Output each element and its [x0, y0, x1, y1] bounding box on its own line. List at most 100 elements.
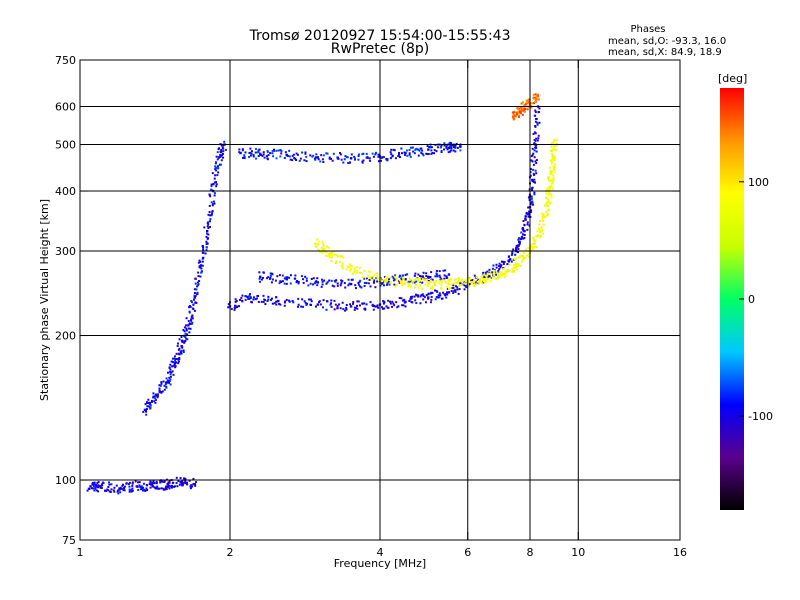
data-point	[377, 306, 380, 309]
data-point	[219, 154, 222, 157]
data-point	[456, 286, 459, 289]
data-point	[168, 366, 171, 369]
data-point	[216, 165, 219, 168]
data-point	[349, 303, 352, 306]
data-point	[461, 278, 464, 281]
data-point	[305, 302, 308, 305]
data-point	[128, 481, 131, 484]
data-point	[536, 121, 539, 124]
data-point	[292, 153, 295, 156]
data-point	[259, 275, 262, 279]
data-point	[551, 182, 554, 185]
data-point	[328, 156, 331, 159]
data-point	[202, 251, 205, 254]
data-point	[178, 338, 181, 341]
data-point	[100, 483, 103, 486]
data-point	[555, 149, 558, 152]
data-point	[326, 152, 329, 155]
data-point	[516, 251, 519, 254]
data-point	[371, 277, 374, 280]
data-point	[349, 263, 352, 266]
data-point	[294, 274, 297, 277]
data-point	[123, 485, 126, 488]
data-point	[435, 269, 438, 272]
data-point	[520, 108, 523, 112]
data-point	[209, 218, 212, 221]
data-point	[201, 257, 204, 260]
data-point	[339, 284, 342, 287]
data-point	[142, 482, 145, 485]
data-point	[173, 359, 176, 362]
data-point	[297, 297, 300, 300]
data-point	[216, 151, 219, 154]
data-point	[398, 279, 401, 282]
data-point	[130, 488, 133, 491]
data-point	[213, 194, 216, 197]
data-point	[336, 282, 339, 285]
data-point	[193, 292, 196, 295]
data-point	[526, 101, 529, 104]
data-point	[433, 282, 436, 285]
data-point	[401, 152, 404, 155]
data-point	[546, 213, 549, 216]
data-point	[507, 259, 510, 262]
data-point	[430, 280, 433, 283]
data-point	[192, 477, 195, 480]
data-point	[304, 152, 307, 155]
data-point	[536, 139, 539, 142]
data-point	[408, 277, 411, 280]
data-point	[450, 146, 453, 149]
data-point	[88, 487, 91, 490]
data-point	[317, 158, 320, 161]
data-point	[185, 481, 188, 484]
data-point	[146, 401, 149, 404]
data-point	[316, 277, 319, 280]
data-point	[335, 254, 338, 257]
data-point	[195, 288, 198, 291]
data-point	[486, 274, 489, 277]
data-point	[376, 280, 379, 283]
data-point	[197, 275, 200, 278]
data-point	[329, 256, 332, 259]
data-point	[210, 188, 213, 191]
data-point	[178, 358, 181, 361]
data-point	[417, 154, 420, 157]
data-point	[497, 277, 500, 280]
data-point	[151, 483, 154, 486]
data-point	[325, 250, 328, 253]
data-point	[190, 300, 193, 303]
data-point	[454, 146, 457, 149]
data-point	[145, 413, 148, 416]
colorbar-tick-label: -100	[748, 410, 773, 423]
data-point	[543, 215, 546, 218]
data-point	[511, 252, 514, 255]
data-point	[171, 361, 174, 364]
data-point	[550, 196, 553, 199]
data-point	[382, 156, 385, 159]
data-point	[529, 168, 532, 171]
data-point	[545, 210, 548, 213]
data-point	[413, 152, 416, 155]
data-point	[509, 258, 512, 261]
data-point	[440, 278, 443, 281]
data-point	[549, 173, 552, 176]
data-point	[521, 101, 524, 104]
data-point	[146, 405, 149, 408]
data-point	[267, 276, 270, 279]
data-point	[531, 248, 534, 251]
data-point	[325, 282, 328, 285]
data-point	[340, 279, 343, 282]
data-point	[266, 158, 269, 161]
data-point	[529, 201, 532, 204]
data-point	[442, 291, 445, 294]
data-point	[158, 390, 161, 393]
data-point	[97, 480, 100, 483]
data-point	[168, 380, 171, 383]
data-point	[518, 243, 521, 246]
data-point	[417, 279, 420, 282]
data-point	[333, 299, 336, 302]
data-point	[285, 278, 288, 281]
data-point	[368, 159, 371, 162]
data-point	[533, 193, 536, 196]
data-point	[371, 275, 374, 278]
